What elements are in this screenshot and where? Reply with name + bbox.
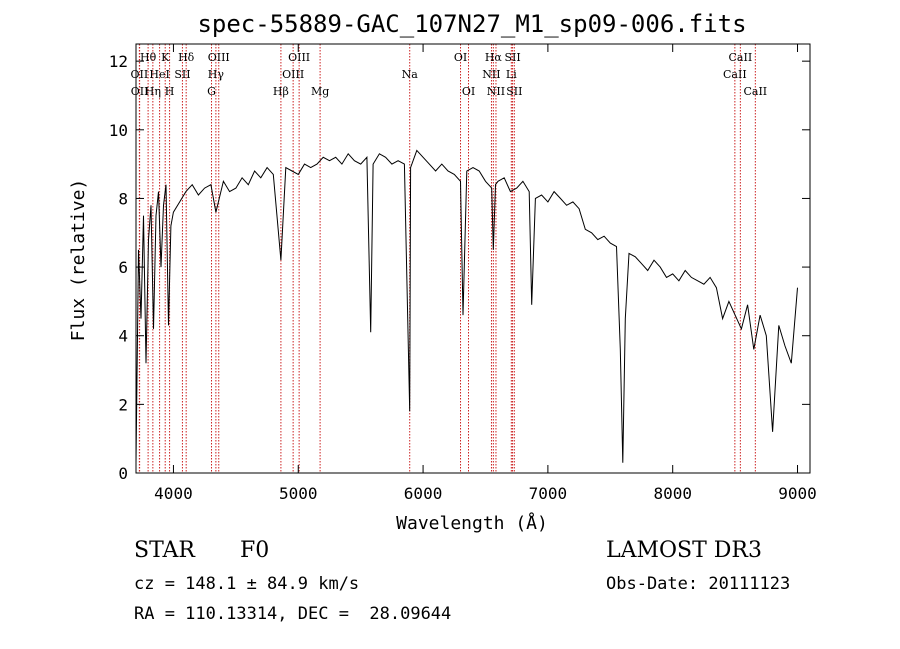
reference-line-label-5: K <box>161 51 170 64</box>
coordinates-text: RA = 110.13314, DEC = 28.09644 <box>134 604 452 624</box>
reference-line-label-17: OI <box>454 51 467 64</box>
x-tick-label-5000: 5000 <box>279 484 318 503</box>
reference-line-label-22: Li <box>506 68 517 81</box>
reference-line-label-16: Na <box>402 68 419 81</box>
y-tick-label-0: 0 <box>118 464 128 483</box>
reference-line-label-11: G <box>207 85 216 98</box>
reference-line-label-4: HeI <box>149 68 169 81</box>
reference-line-label-18: OI <box>462 85 475 98</box>
reference-line-label-26: CaII <box>723 68 747 81</box>
reference-line-label-7: Hδ <box>178 51 195 64</box>
x-axis-ticks: 4000 5000 6000 7000 8000 9000 <box>154 44 817 503</box>
reference-line-label-10: Hγ <box>208 68 225 81</box>
reference-line-label-14: Hβ <box>273 85 289 98</box>
reference-line-label-3: Hη <box>145 85 161 98</box>
reference-line-label-12: OIII <box>288 51 310 64</box>
reference-line-label-21: NII <box>482 68 500 81</box>
x-tick-label-4000: 4000 <box>154 484 193 503</box>
reference-line-label-1: OII <box>131 68 149 81</box>
y-tick-label-6: 6 <box>118 258 128 277</box>
reference-line-label-9: OIII <box>208 51 230 64</box>
x-tick-label-7000: 7000 <box>529 484 568 503</box>
reference-line-label-8: SII <box>174 68 190 81</box>
reference-line-label-2: OII <box>131 85 149 98</box>
x-axis-label: Wavelength (Å) <box>396 512 548 534</box>
reference-line-label-15: Mg <box>311 85 329 98</box>
reference-line-label-20: SII <box>504 51 520 64</box>
reference-line-label-23: NII <box>487 85 505 98</box>
obs-date-text: Obs-Date: 20111123 <box>606 574 791 594</box>
reference-line-label-19: Hα <box>485 51 503 64</box>
plot-frame <box>135 43 811 474</box>
x-tick-label-9000: 9000 <box>778 484 817 503</box>
reference-line-label-25: CaII <box>729 51 753 64</box>
y-axis-label: Flux (relative) <box>68 179 89 342</box>
y-tick-label-8: 8 <box>118 189 128 208</box>
reference-line-label-27: CaII <box>743 85 767 98</box>
object-type: STAR <box>134 538 195 563</box>
y-axis-ticks: 0 2 4 6 8 10 12 <box>109 52 810 483</box>
spectral-class: F0 <box>240 538 270 563</box>
y-tick-label-2: 2 <box>118 395 128 414</box>
reference-line-label-6: H <box>165 85 175 98</box>
y-tick-label-4: 4 <box>118 327 128 346</box>
flux-series-line <box>135 149 798 463</box>
reference-line-label-13: OIII <box>282 68 304 81</box>
reference-line-label-0: Hθ <box>140 51 157 64</box>
x-tick-label-8000: 8000 <box>653 484 692 503</box>
x-tick-label-6000: 6000 <box>404 484 443 503</box>
y-tick-label-12: 12 <box>109 52 128 71</box>
redshift-text: cz = 148.1 ± 84.9 km/s <box>134 574 360 594</box>
chart-title: spec-55889-GAC_107N27_M1_sp09-006.fits <box>197 10 746 38</box>
reference-line-label-24: SII <box>506 85 522 98</box>
survey-name: LAMOST DR3 <box>606 538 762 563</box>
y-tick-label-10: 10 <box>109 121 128 140</box>
reference-lines <box>138 44 756 473</box>
